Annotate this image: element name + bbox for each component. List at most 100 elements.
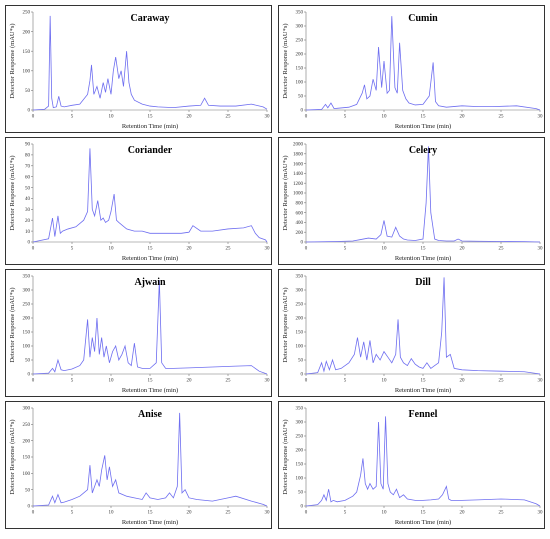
- axis-lines: [32, 408, 267, 507]
- x-tick-label: 25: [226, 247, 232, 252]
- y-tick-label: 1400: [293, 172, 304, 177]
- x-tick-label: 0: [32, 379, 35, 384]
- axis-lines: [305, 276, 540, 375]
- y-tick-label: 50: [25, 488, 31, 493]
- y-tick-label: 300: [296, 421, 304, 426]
- chart-title: Anise: [138, 409, 162, 420]
- x-tick-label: 20: [460, 247, 466, 252]
- y-axis-label: Detector Response (mAU*s): [9, 287, 16, 362]
- y-tick-label: 0: [301, 373, 304, 378]
- chart-panel-anise: 0 50 100 150 200 250 300 0 5 10 15 20 25 30 Anise Reten…: [5, 401, 272, 529]
- y-tick-label: 400: [296, 221, 304, 226]
- x-tick-label: 0: [32, 115, 35, 120]
- x-tick-label: 5: [71, 511, 74, 516]
- x-tick-label: 30: [538, 511, 544, 516]
- x-axis-label: Retention Time (min): [122, 387, 178, 394]
- chart-dill: 0 50 100 150 200 250 300 350 0 5 10 15 20 25 30 Dill Ret…: [282, 275, 544, 394]
- x-tick-label: 10: [382, 511, 388, 516]
- x-tick-label: 30: [265, 247, 271, 252]
- x-tick-label: 10: [109, 247, 115, 252]
- x-tick-label: 30: [538, 379, 544, 384]
- x-tick-label: 15: [421, 379, 427, 384]
- y-tick-label: 800: [296, 202, 304, 207]
- x-tick-label: 15: [421, 247, 427, 252]
- y-tick-label: 50: [298, 359, 304, 364]
- y-tick-label: 100: [23, 70, 31, 75]
- axis-lines: [305, 12, 540, 111]
- y-tick-label: 80: [25, 154, 31, 159]
- x-tick-label: 10: [109, 379, 115, 384]
- y-tick-label: 0: [301, 241, 304, 246]
- series-line-coriander: [32, 148, 268, 243]
- chart-title: Ajwain: [134, 277, 166, 288]
- y-tick-label: 350: [296, 407, 304, 412]
- x-tick-label: 15: [148, 115, 154, 120]
- axis-lines: [32, 12, 267, 111]
- chart-celery: 0 200 400 600 800 1000 1200 1400 1600 1800 2000 0 5 1…: [282, 143, 543, 262]
- x-tick-label: 20: [187, 247, 193, 252]
- x-tick-label: 0: [305, 379, 308, 384]
- x-tick-label: 0: [32, 247, 35, 252]
- y-axis-label: Detector Response (mAU*s): [9, 419, 16, 494]
- axis-lines: [32, 276, 267, 375]
- y-tick-label: 200: [296, 53, 304, 58]
- y-axis-label: Detector Response (mAU*s): [282, 155, 289, 230]
- y-tick-label: 100: [296, 81, 304, 86]
- y-tick-label: 200: [23, 30, 31, 35]
- series-line-celery: [305, 146, 541, 243]
- y-tick-label: 150: [296, 463, 304, 468]
- y-tick-label: 250: [296, 435, 304, 440]
- y-tick-label: 200: [296, 317, 304, 322]
- chart-title: Cumin: [408, 13, 438, 24]
- y-tick-label: 50: [25, 359, 31, 364]
- y-tick-label: 150: [23, 331, 31, 336]
- x-tick-label: 30: [538, 115, 544, 120]
- y-axis-label: Detector Response (mAU*s): [9, 23, 16, 98]
- series-line-ajwain: [32, 280, 268, 375]
- y-tick-label: 300: [296, 25, 304, 30]
- x-axis-label: Retention Time (min): [122, 123, 178, 130]
- y-tick-label: 100: [23, 345, 31, 350]
- y-tick-label: 1200: [293, 182, 304, 187]
- chart-anise: 0 50 100 150 200 250 300 0 5 10 15 20 25 30 Anise Reten…: [9, 407, 271, 526]
- y-tick-label: 200: [296, 449, 304, 454]
- y-tick-label: 50: [25, 89, 31, 94]
- chart-title: Dill: [415, 277, 431, 288]
- y-tick-label: 600: [296, 211, 304, 216]
- x-tick-label: 0: [32, 511, 35, 516]
- y-tick-label: 150: [23, 50, 31, 55]
- x-tick-label: 5: [344, 115, 347, 120]
- x-tick-label: 15: [148, 511, 154, 516]
- y-tick-label: 2000: [293, 143, 304, 148]
- y-tick-label: 350: [23, 275, 31, 280]
- chart-panel-ajwain: 0 50 100 150 200 250 300 350 0 5 10 15 20 25 30 Ajwain R…: [5, 269, 272, 397]
- y-tick-label: 300: [296, 289, 304, 294]
- chart-panel-coriander: 0 10 20 30 40 50 60 70 80 90 0 5 10 15 20 25 30 Coriander…: [5, 137, 272, 265]
- x-tick-label: 30: [265, 511, 271, 516]
- y-tick-label: 150: [296, 67, 304, 72]
- chart-panel-celery: 0 200 400 600 800 1000 1200 1400 1600 1800 2000 0 5 1…: [278, 137, 545, 265]
- y-tick-label: 250: [23, 11, 31, 16]
- y-axis-label: Detector Response (mAU*s): [282, 287, 289, 362]
- series-line-caraway: [32, 15, 268, 111]
- chart-ajwain: 0 50 100 150 200 250 300 350 0 5 10 15 20 25 30 Ajwain R…: [9, 275, 270, 394]
- x-tick-label: 0: [305, 511, 308, 516]
- x-axis-label: Retention Time (min): [395, 123, 451, 130]
- x-tick-label: 20: [460, 115, 466, 120]
- y-axis-label: Detector Response (mAU*s): [282, 419, 289, 494]
- chart-panel-cumin: 0 50 100 150 200 250 300 350 0 5 10 15 20 25 30 Cumin Re…: [278, 5, 545, 133]
- y-tick-label: 0: [28, 373, 31, 378]
- x-axis-label: Retention Time (min): [395, 387, 451, 394]
- x-tick-label: 25: [499, 115, 505, 120]
- y-tick-label: 100: [296, 345, 304, 350]
- y-tick-label: 50: [298, 491, 304, 496]
- y-tick-label: 150: [23, 456, 31, 461]
- x-tick-label: 15: [148, 379, 154, 384]
- y-tick-label: 0: [301, 505, 304, 510]
- x-axis-label: Retention Time (min): [122, 519, 178, 526]
- y-axis-label: Detector Response (mAU*s): [9, 155, 16, 230]
- x-tick-label: 25: [226, 115, 232, 120]
- y-tick-label: 300: [23, 289, 31, 294]
- x-tick-label: 25: [499, 511, 505, 516]
- y-tick-label: 40: [25, 197, 31, 202]
